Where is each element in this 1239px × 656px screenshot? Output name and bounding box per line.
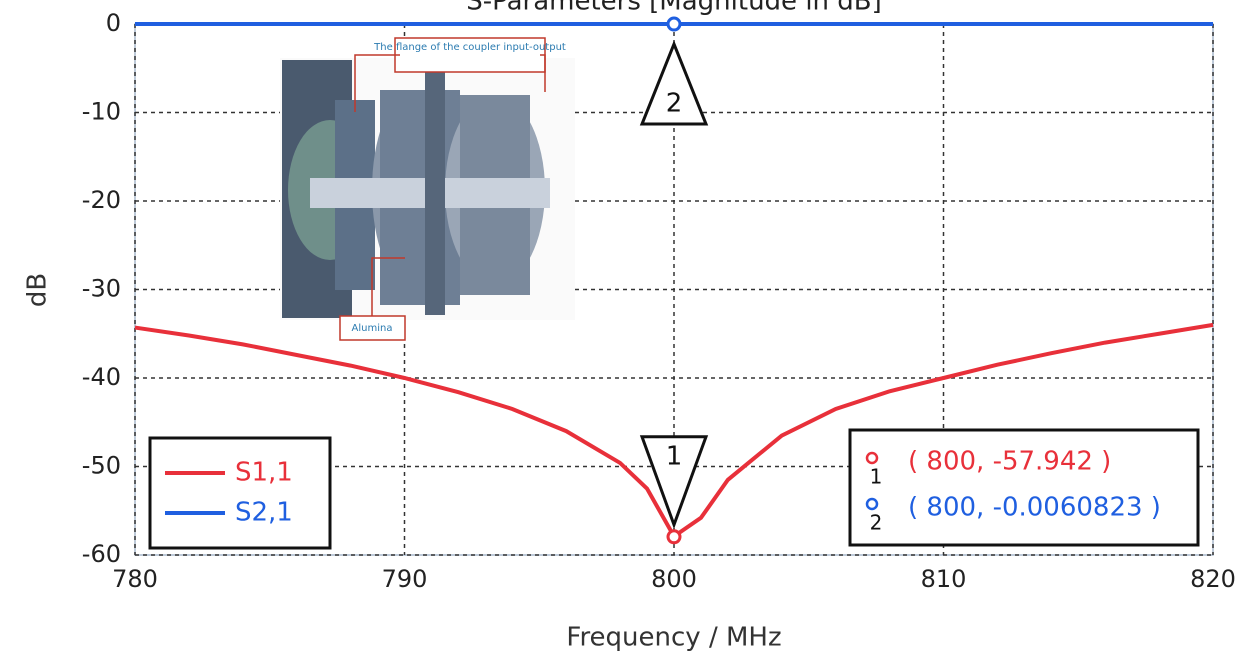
y-tick-label: -10 (82, 98, 121, 126)
inset-callout: The flange of the coupler input-output (373, 42, 566, 53)
x-tick-label: 790 (382, 565, 428, 593)
x-tick-label: 780 (112, 565, 158, 593)
background (0, 0, 1239, 656)
marker-flag-label: 1 (666, 441, 683, 471)
inset-figure: The flange of the coupler input-output A… (280, 38, 575, 340)
legend-label: S2,1 (235, 498, 293, 528)
y-tick-label: -30 (82, 275, 121, 303)
y-axis-label: dB (23, 273, 53, 307)
readout-index: 2 (870, 511, 883, 535)
marker-flag-label: 2 (666, 89, 683, 119)
marker-point (668, 18, 680, 30)
legend-box (150, 438, 330, 548)
chart-title: S-Parameters [Magnitude in dB] (466, 0, 882, 17)
legend-label: S1,1 (235, 458, 293, 488)
chart: S-Parameters [Magnitude in dB] Frequency… (0, 0, 1239, 656)
readout-value: ( 800, -57.942 ) (908, 447, 1111, 477)
inset-callout: Alumina (352, 323, 393, 334)
readout-index: 1 (870, 465, 883, 489)
readout-value: ( 800, -0.0060823 ) (908, 493, 1161, 523)
y-tick-label: -20 (82, 186, 121, 214)
x-axis-label: Frequency / MHz (566, 623, 781, 653)
x-tick-label: 820 (1190, 565, 1236, 593)
x-tick-label: 800 (651, 565, 697, 593)
readout-icon (867, 453, 877, 463)
y-tick-label: -60 (82, 540, 121, 568)
marker-point (668, 531, 680, 543)
readout-icon (867, 499, 877, 509)
x-tick-label: 810 (921, 565, 967, 593)
inset-shape (425, 60, 445, 315)
y-tick-label: -40 (82, 363, 121, 391)
y-tick-label: 0 (106, 9, 121, 37)
y-tick-label: -50 (82, 452, 121, 480)
